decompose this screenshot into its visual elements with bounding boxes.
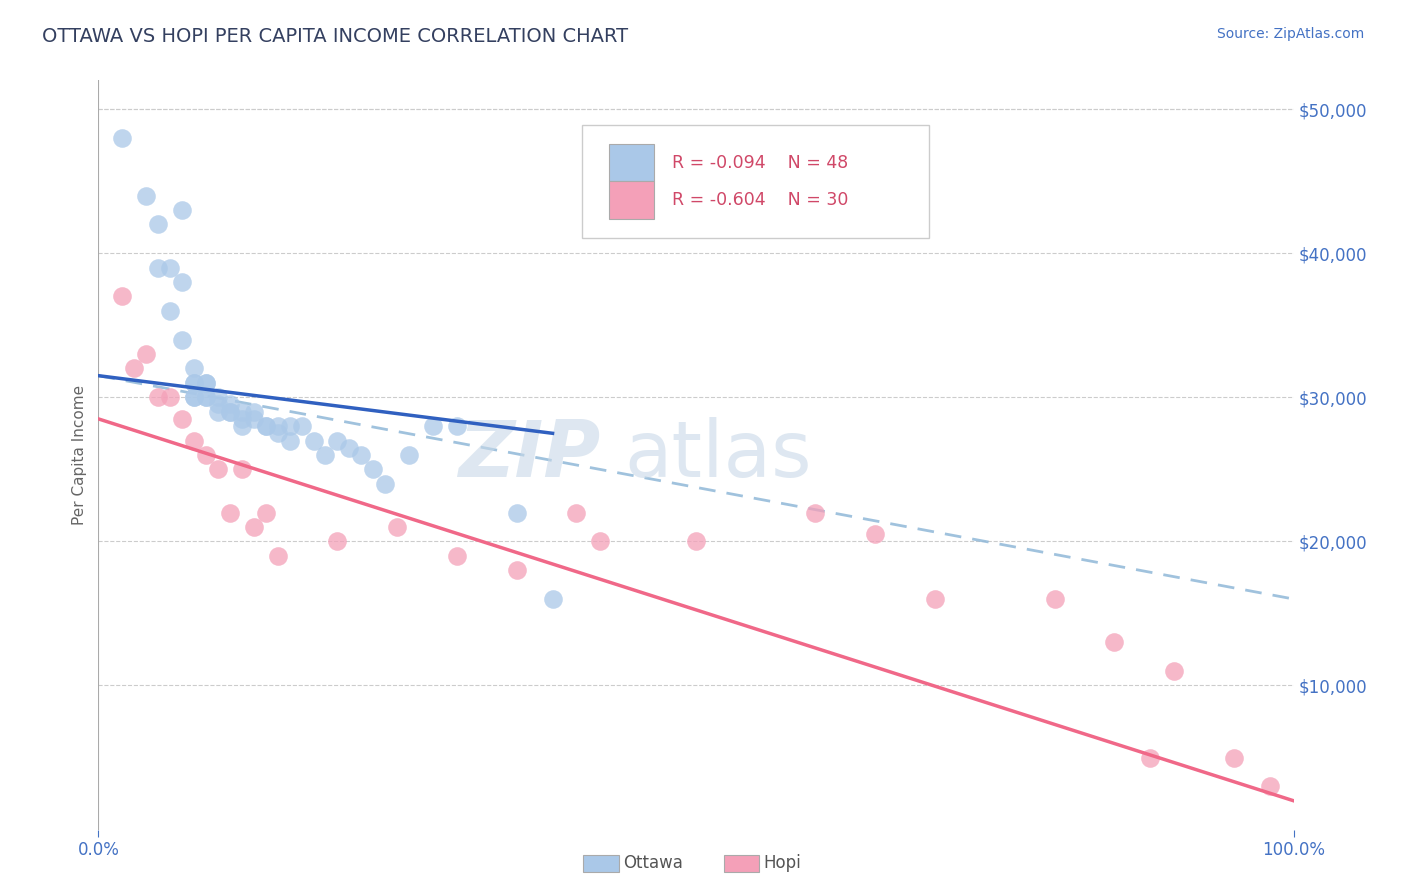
Point (278, 419, 301, 434)
Text: R = -0.094    N = 48: R = -0.094 N = 48 (672, 153, 848, 171)
Point (219, 397, 242, 411)
Point (326, 534, 349, 549)
Point (231, 419, 253, 434)
Point (124, 361, 146, 376)
Point (267, 426, 290, 441)
Text: OTTAWA VS HOPI PER CAPITA INCOME CORRELATION CHART: OTTAWA VS HOPI PER CAPITA INCOME CORRELA… (42, 27, 628, 45)
Point (243, 412, 266, 426)
Point (148, 390, 170, 404)
Point (291, 419, 314, 434)
Point (446, 419, 468, 434)
Point (159, 260, 181, 275)
Point (183, 376, 205, 390)
Point (183, 376, 205, 390)
Point (1163, 664, 1185, 678)
Point (302, 434, 325, 448)
Point (195, 390, 218, 404)
Point (231, 405, 253, 419)
Point (195, 376, 218, 390)
Point (183, 390, 205, 404)
Point (267, 419, 290, 434)
Point (159, 390, 181, 404)
Point (541, 592, 564, 607)
Point (422, 419, 444, 434)
Point (243, 405, 266, 419)
Point (207, 390, 229, 404)
Point (243, 520, 266, 534)
Point (207, 405, 229, 419)
Point (172, 202, 194, 217)
Point (374, 476, 396, 491)
Text: ZIP: ZIP (458, 417, 600, 493)
Text: Hopi: Hopi (763, 855, 801, 872)
Point (231, 462, 253, 476)
Point (446, 549, 468, 563)
Point (183, 434, 205, 448)
Point (398, 448, 420, 462)
Point (207, 462, 229, 476)
Point (148, 260, 170, 275)
Point (135, 347, 157, 361)
Point (135, 188, 157, 202)
Text: atlas: atlas (624, 417, 811, 493)
Point (315, 448, 337, 462)
Point (1223, 750, 1246, 764)
Point (804, 506, 827, 520)
Point (254, 506, 277, 520)
Point (172, 333, 194, 347)
Point (148, 218, 170, 232)
Point (278, 434, 301, 448)
Point (267, 549, 290, 563)
Point (506, 506, 529, 520)
Point (363, 462, 385, 476)
Point (924, 592, 946, 607)
Point (326, 434, 349, 448)
Text: R = -0.604    N = 30: R = -0.604 N = 30 (672, 191, 848, 209)
Point (111, 131, 134, 145)
Point (231, 412, 253, 426)
Point (339, 441, 361, 455)
Point (219, 405, 242, 419)
Point (172, 412, 194, 426)
FancyBboxPatch shape (582, 125, 929, 237)
Point (183, 361, 205, 376)
Point (172, 275, 194, 289)
Point (195, 376, 218, 390)
Text: Ottawa: Ottawa (623, 855, 683, 872)
Point (1043, 592, 1066, 607)
Point (254, 419, 277, 434)
FancyBboxPatch shape (609, 144, 654, 181)
Text: Source: ZipAtlas.com: Source: ZipAtlas.com (1216, 27, 1364, 41)
Point (195, 390, 218, 404)
FancyBboxPatch shape (609, 181, 654, 219)
Point (159, 303, 181, 318)
Point (111, 289, 134, 303)
Point (1139, 750, 1161, 764)
Y-axis label: Per Capita Income: Per Capita Income (72, 384, 87, 525)
Point (1258, 780, 1281, 794)
Point (195, 448, 218, 462)
Point (506, 563, 529, 577)
Point (1104, 635, 1126, 649)
Point (865, 527, 887, 541)
Point (350, 448, 373, 462)
Point (685, 534, 707, 549)
Point (219, 405, 242, 419)
Point (254, 419, 277, 434)
Point (589, 534, 612, 549)
Point (219, 506, 242, 520)
Point (565, 506, 588, 520)
Point (183, 390, 205, 404)
Point (385, 520, 409, 534)
Point (207, 397, 229, 411)
